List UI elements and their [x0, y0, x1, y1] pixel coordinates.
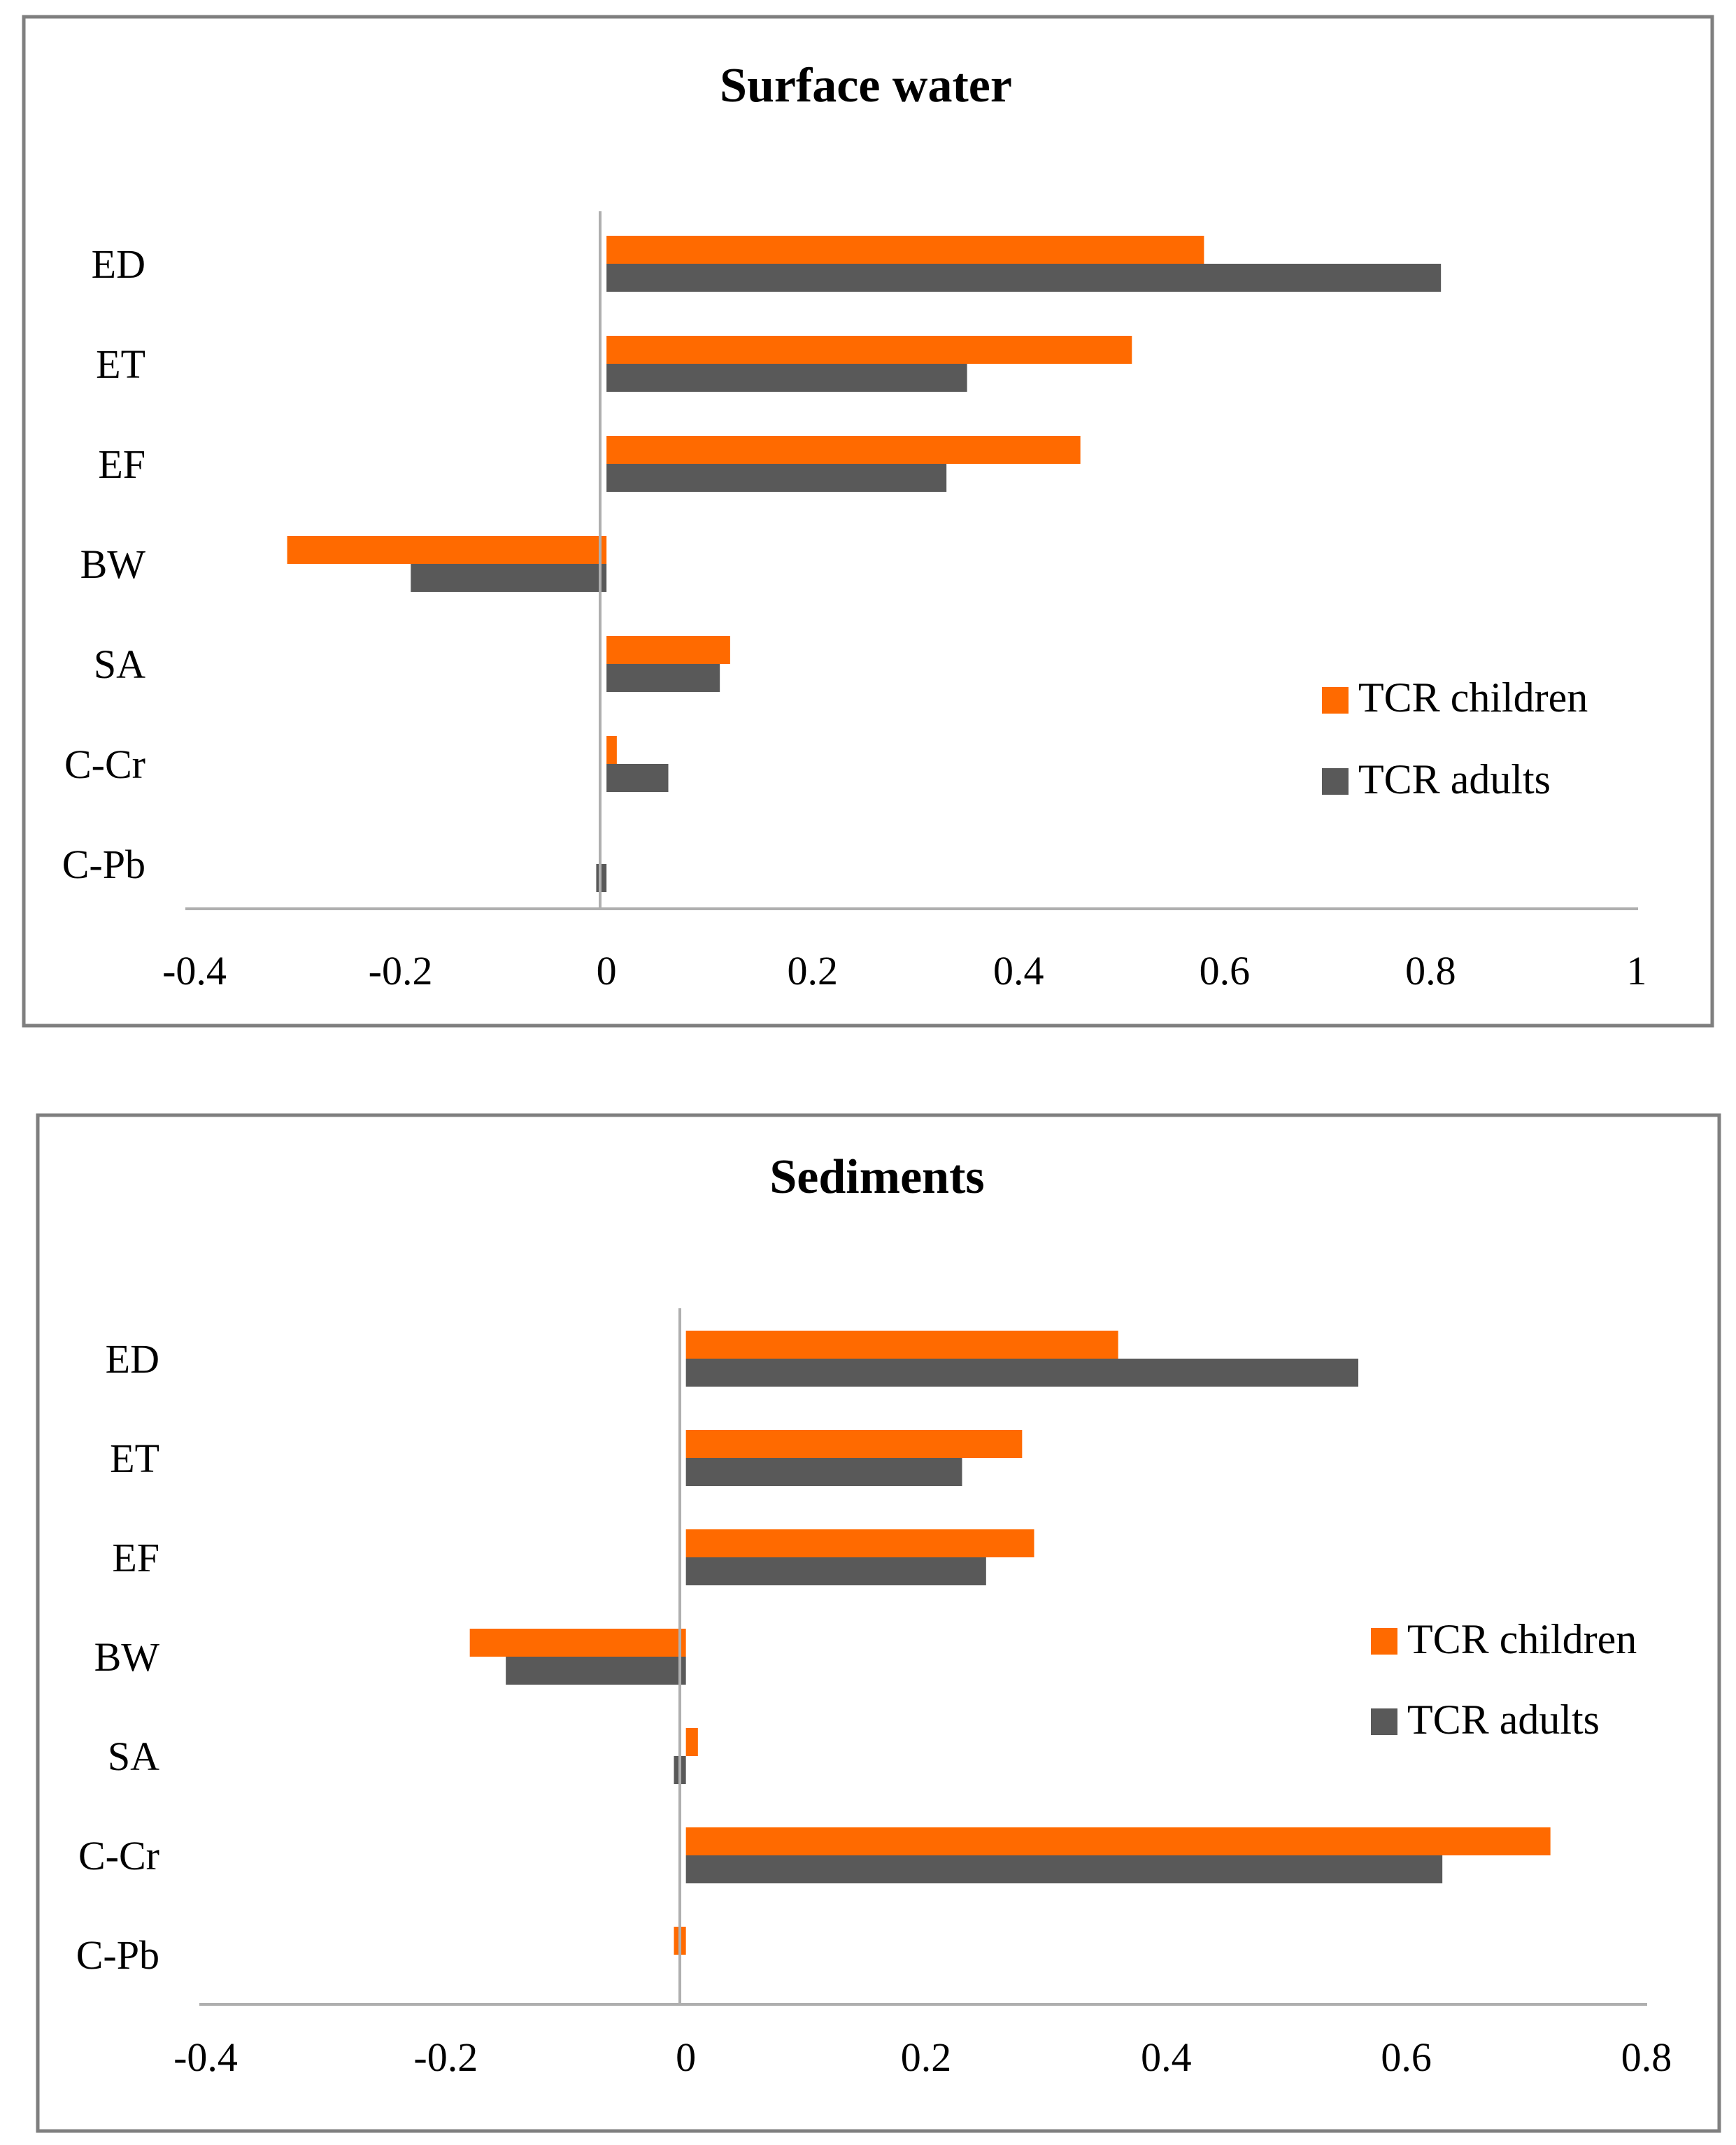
bar-adults	[411, 564, 607, 592]
x-tick-label: 0.2	[787, 948, 838, 993]
bar-group	[469, 1331, 1551, 1955]
category-label: C-Pb	[76, 1932, 159, 1978]
x-tick-label: 0	[597, 948, 617, 993]
category-label: ED	[106, 1336, 159, 1382]
category-label: BW	[94, 1634, 160, 1680]
category-label: SA	[108, 1734, 159, 1779]
bar-children	[685, 1728, 698, 1756]
x-tick-label: 0.6	[1381, 2034, 1432, 2080]
category-labels: ED ET EF BW SA C-Cr C-Pb	[76, 1336, 160, 1978]
x-tick-label: -0.2	[413, 2034, 478, 2080]
legend-label-adults: TCR adults	[1407, 1697, 1600, 1743]
category-label: C-Cr	[64, 742, 145, 787]
category-label: ET	[110, 1436, 159, 1481]
category-label: C-Pb	[62, 842, 145, 887]
x-tick-label: 0.6	[1200, 948, 1251, 993]
bar-adults	[506, 1657, 686, 1685]
x-tick-labels: -0.4 -0.2 0 0.2 0.4 0.6 0.8 1	[162, 948, 1646, 993]
category-label: EF	[98, 441, 145, 487]
bar-children	[685, 1430, 1023, 1458]
x-tick-label: -0.4	[162, 948, 227, 993]
bar-group	[287, 236, 1442, 892]
bar-adults	[685, 1557, 986, 1585]
bar-children	[287, 536, 607, 564]
chart-title: Sediments	[769, 1150, 984, 1204]
x-tick-label: 1	[1627, 948, 1647, 993]
bar-children	[469, 1629, 686, 1657]
x-tick-label: -0.2	[369, 948, 433, 993]
legend-swatch-adults	[1322, 768, 1349, 795]
x-tick-label: -0.4	[173, 2034, 238, 2080]
legend: TCR children TCR adults	[1322, 674, 1588, 802]
x-tick-label: 0.4	[1141, 2034, 1192, 2080]
chart-frame	[22, 15, 1714, 1028]
category-label: ET	[96, 341, 145, 387]
bar-children	[606, 336, 1132, 364]
bar-adults	[606, 464, 947, 492]
bar-children	[685, 1331, 1118, 1359]
chart-frame	[36, 1113, 1721, 2133]
bar-children	[685, 1529, 1034, 1557]
category-label: BW	[80, 541, 146, 587]
legend-swatch-adults	[1371, 1708, 1397, 1735]
bar-adults	[685, 1458, 962, 1486]
bar-children	[606, 636, 730, 664]
bar-children	[685, 1827, 1551, 1855]
category-labels: ED ET EF BW SA C-Cr C-Pb	[62, 241, 146, 887]
legend-label-children: TCR children	[1358, 674, 1588, 721]
x-tick-label: 0.2	[901, 2034, 952, 2080]
category-label: C-Cr	[78, 1833, 159, 1878]
x-tick-label: 0.4	[993, 948, 1044, 993]
legend-swatch-children	[1371, 1628, 1397, 1655]
x-tick-label: 0.8	[1621, 2034, 1672, 2080]
category-label: ED	[92, 241, 145, 287]
legend-label-children: TCR children	[1407, 1616, 1637, 1662]
bar-children	[606, 236, 1204, 264]
bar-adults	[606, 264, 1442, 292]
category-label: SA	[94, 642, 145, 687]
x-tick-labels: -0.4 -0.2 0 0.2 0.4 0.6 0.8	[173, 2034, 1672, 2080]
sediments-chart: Sediments ED ET EF BW SA C-Cr C-Pb -0.4 -0.2 0 0.…	[36, 1113, 1721, 2133]
x-tick-label: 0.8	[1405, 948, 1456, 993]
legend-swatch-children	[1322, 687, 1349, 714]
bar-adults	[606, 364, 967, 392]
category-label: EF	[112, 1535, 159, 1580]
x-tick-label: 0	[676, 2034, 696, 2080]
bar-adults	[685, 1359, 1358, 1387]
legend: TCR children TCR adults	[1371, 1616, 1637, 1743]
bar-adults	[606, 664, 720, 692]
bar-children	[606, 436, 1081, 464]
chart-title: Surface water	[720, 59, 1012, 113]
legend-label-adults: TCR adults	[1358, 756, 1551, 802]
bar-adults	[685, 1855, 1443, 1883]
bar-adults	[606, 764, 669, 792]
bar-children	[606, 736, 617, 764]
